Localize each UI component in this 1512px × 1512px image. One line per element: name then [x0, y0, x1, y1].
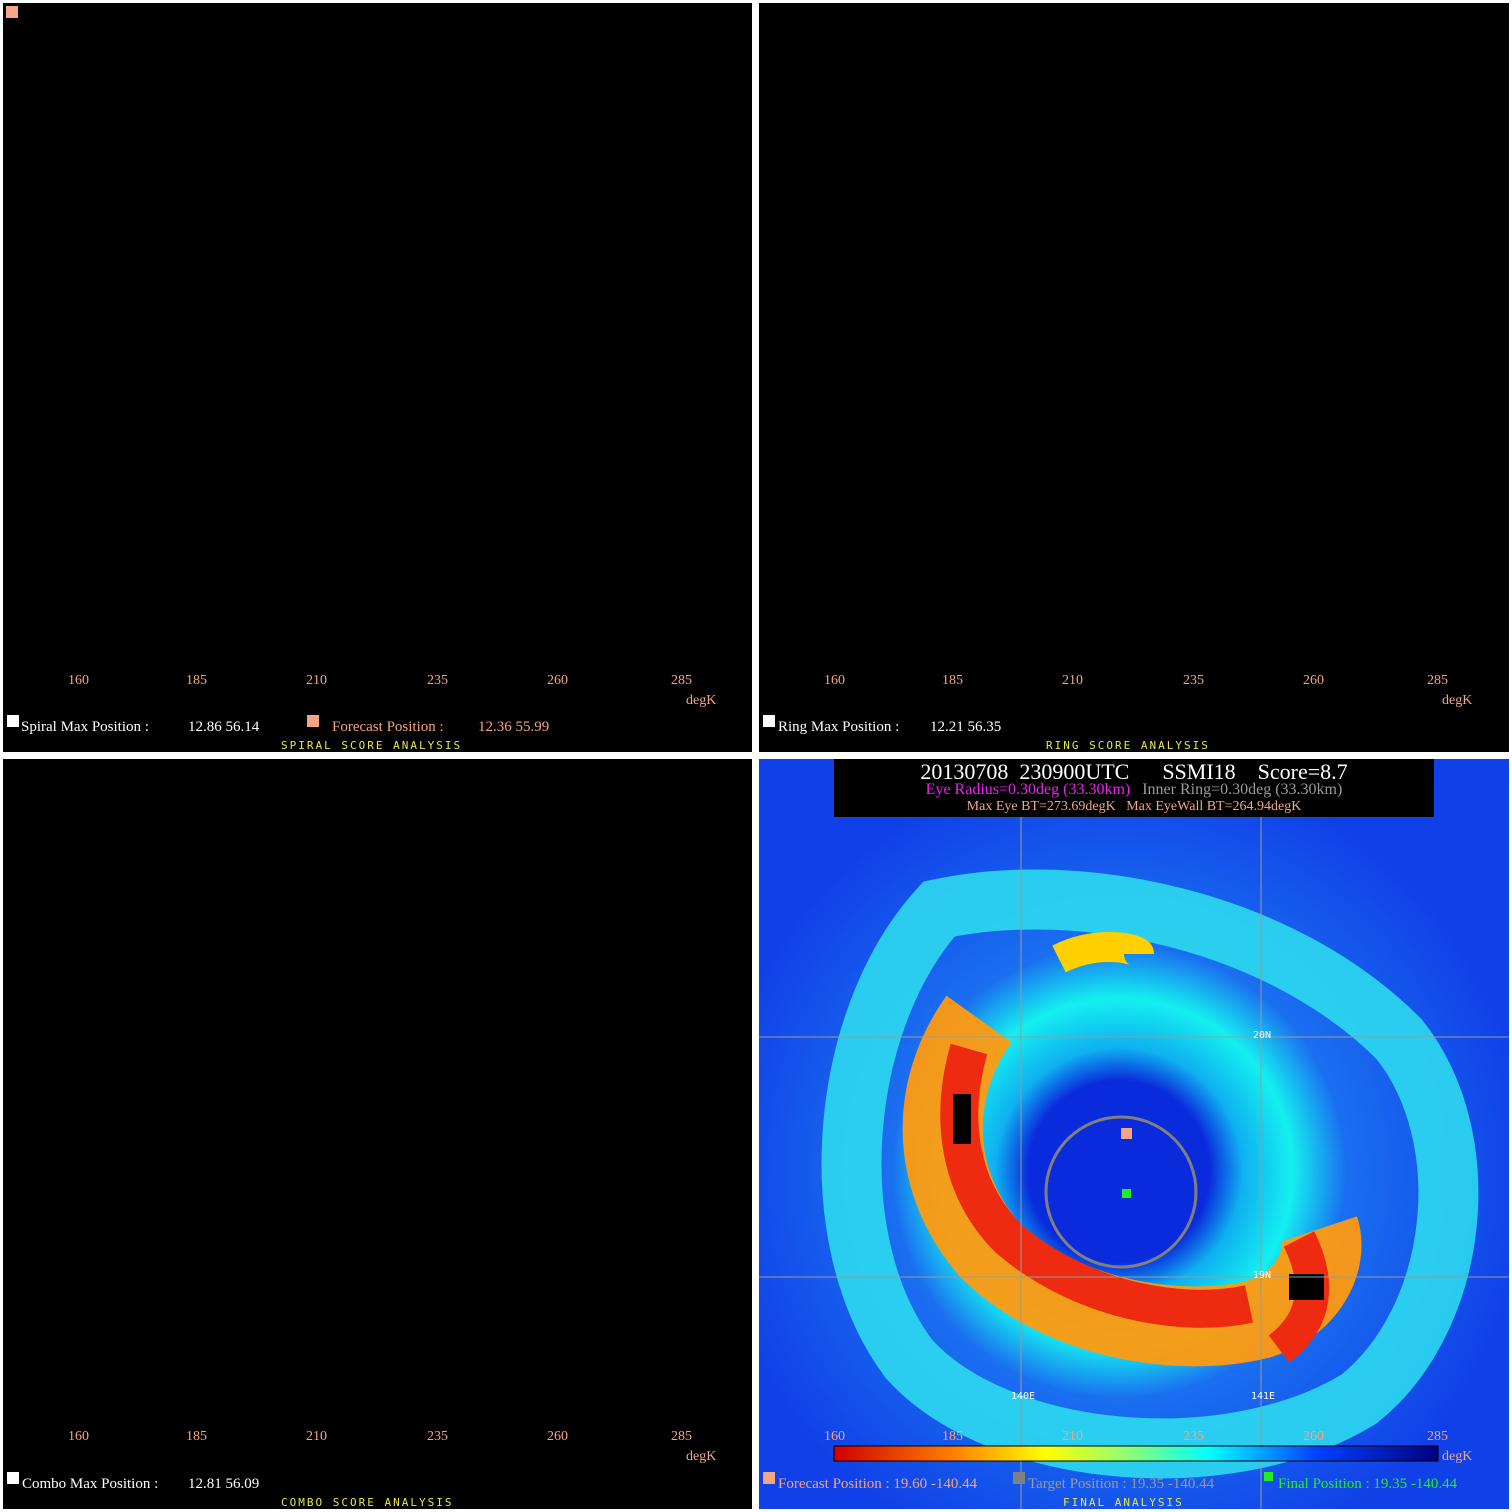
- colorbar-tick: 210: [306, 673, 327, 688]
- inner-ring-circle: [1044, 1115, 1198, 1269]
- max-eye-bt: Max Eye BT=273.69degK: [966, 799, 1116, 814]
- colorbar-unit: degK: [1442, 1449, 1473, 1464]
- colorbar-tick: 235: [427, 1429, 448, 1444]
- colorbar-tick: 235: [1183, 673, 1204, 688]
- colorbar-tick: 160: [824, 1429, 845, 1444]
- final-marker-icon: [1122, 1189, 1131, 1198]
- panel-title: FINAL ANALYSIS: [1063, 1496, 1184, 1509]
- final-position: Final Position : 19.35 -140.44: [1278, 1476, 1458, 1492]
- combo-max-label: Combo Max Position :: [22, 1476, 159, 1492]
- forecast-marker-icon: [6, 6, 18, 18]
- spiral-score-panel: 160 185 210 235 260 285 degK Spiral Max …: [3, 3, 752, 752]
- colorbar-tick: 235: [427, 673, 448, 688]
- colorbar-tick: 185: [186, 1429, 207, 1444]
- colorbar-tick: 210: [1062, 1429, 1083, 1444]
- colorbar-tick: 160: [68, 673, 89, 688]
- panel-title: RING SCORE ANALYSIS: [1046, 739, 1210, 752]
- colorbar-tick: 160: [824, 673, 845, 688]
- top-band: [1052, 932, 1154, 973]
- forecast-marker-icon: [307, 715, 319, 727]
- final-header: 20130708 230900UTC SSMI18 Score=8.7 Eye …: [834, 759, 1434, 817]
- panel-title: SPIRAL SCORE ANALYSIS: [281, 739, 463, 752]
- colorbar-unit: degK: [1442, 693, 1473, 708]
- colorbar-tick: 235: [1183, 1429, 1204, 1444]
- lat-label: 19N: [1253, 1270, 1272, 1281]
- colorbar: [833, 1445, 1439, 1462]
- ring-score-panel: 160 185 210 235 260 285 degK Ring Max Po…: [759, 3, 1509, 752]
- spiral-max-label: Spiral Max Position :: [21, 719, 149, 735]
- forecast-value: 12.36 55.99: [478, 719, 550, 735]
- outer-band: [821, 869, 1479, 1479]
- max-position-marker-icon: [763, 715, 775, 727]
- header-score: Score=8.7: [1257, 759, 1348, 784]
- eye-radius: Eye Radius=0.30deg (33.30km): [925, 781, 1131, 798]
- final-analysis-panel: 20N 19N 140E 141E 20130708 230900UTC SSM…: [759, 759, 1509, 1509]
- target-position: Target Position : 19.35 -140.44: [1028, 1476, 1215, 1492]
- combo-score-panel: 160 185 210 235 260 285 degK Combo Max P…: [3, 759, 752, 1509]
- colorbar-tick: 260: [1303, 673, 1324, 688]
- header-date: 20130708: [920, 759, 1009, 784]
- colorbar-tick: 185: [186, 673, 207, 688]
- colorbar-tick: 210: [306, 1429, 327, 1444]
- forecast-label: Forecast Position :: [332, 719, 444, 735]
- ring-max-label: Ring Max Position :: [778, 719, 900, 735]
- target-marker-icon: [1013, 1472, 1025, 1484]
- ring-max-value: 12.21 56.35: [930, 719, 1002, 735]
- header-line3: Max Eye BT=273.69degK Max EyeWall BT=264…: [834, 799, 1434, 815]
- inner-ring: Inner Ring=0.30deg (33.30km): [1142, 781, 1343, 798]
- max-position-marker-icon: [7, 715, 19, 727]
- lat-label: 20N: [1253, 1030, 1272, 1041]
- forecast-marker-icon: [763, 1472, 775, 1484]
- colorbar-tick: 160: [68, 1429, 89, 1444]
- cold-pixel: [1289, 1274, 1324, 1300]
- colorbar-tick: 285: [671, 1429, 692, 1444]
- forecast-marker-icon: [1121, 1128, 1132, 1139]
- colorbar-tick: 285: [671, 673, 692, 688]
- panel-title: COMBO SCORE ANALYSIS: [281, 1496, 454, 1509]
- colorbar-tick: 260: [1303, 1429, 1324, 1444]
- colorbar-unit: degK: [686, 1449, 717, 1464]
- header-line2: Eye Radius=0.30deg (33.30km) Inner Ring=…: [834, 781, 1434, 799]
- colorbar-tick: 260: [547, 673, 568, 688]
- forecast-position: Forecast Position : 19.60 -140.44: [778, 1476, 978, 1492]
- spiral-max-value: 12.86 56.14: [188, 719, 260, 735]
- cold-pixel: [953, 1094, 971, 1144]
- combo-max-value: 12.81 56.09: [188, 1476, 260, 1492]
- max-eyewall-bt: Max EyeWall BT=264.94degK: [1126, 799, 1302, 814]
- colorbar-tick: 285: [1427, 1429, 1448, 1444]
- colorbar-tick: 185: [942, 1429, 963, 1444]
- colorbar-unit: degK: [686, 693, 717, 708]
- max-position-marker-icon: [7, 1472, 19, 1484]
- header-time: 230900UTC: [1019, 759, 1130, 784]
- colorbar-tick: 260: [547, 1429, 568, 1444]
- colorbar-tick: 210: [1062, 673, 1083, 688]
- lon-label: 140E: [1011, 1391, 1036, 1402]
- colorbar-tick: 185: [942, 673, 963, 688]
- colorbar-tick: 285: [1427, 673, 1448, 688]
- brightness-temperature-map: [759, 759, 1509, 1509]
- header-sensor: SSMI18: [1162, 759, 1236, 784]
- final-marker-icon: [1264, 1472, 1273, 1481]
- header-line1: 20130708 230900UTC SSMI18 Score=8.7: [834, 759, 1434, 785]
- lon-label: 141E: [1251, 1391, 1276, 1402]
